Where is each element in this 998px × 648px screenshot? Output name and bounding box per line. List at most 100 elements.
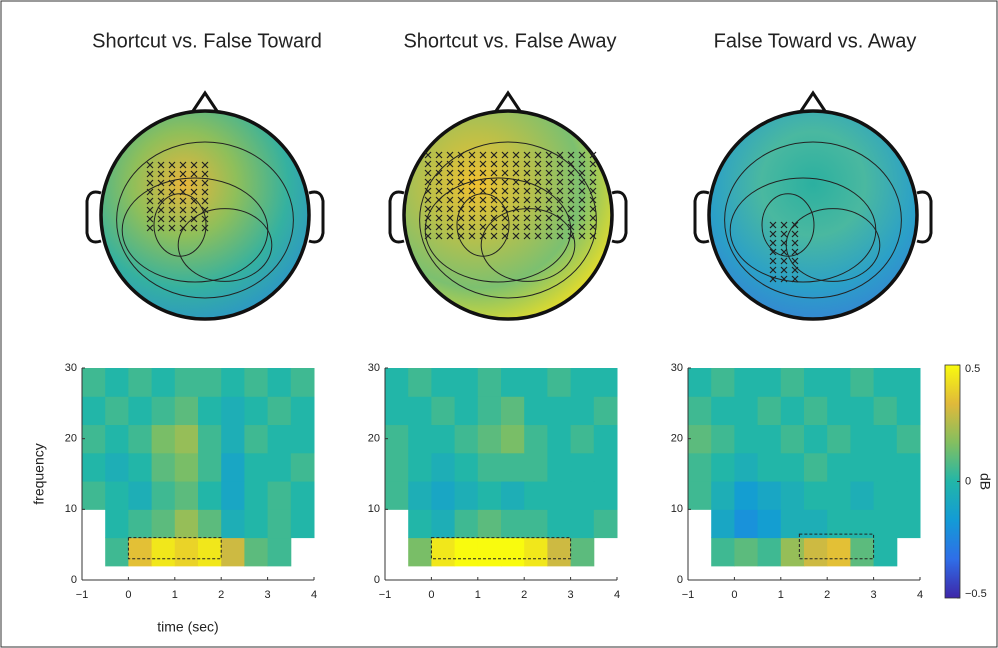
heat-cell: [896, 424, 921, 454]
electrode-mark: [578, 169, 586, 177]
electrode-mark: [523, 232, 531, 240]
electrode-mark: [512, 151, 520, 159]
x-tick-label: 4: [614, 589, 620, 601]
heat-cell: [827, 509, 851, 539]
electrode-mark: [534, 160, 542, 168]
electrode-mark: [791, 230, 799, 238]
heat-cell: [757, 452, 782, 482]
electrode-mark: [556, 223, 564, 231]
contour: [153, 193, 207, 257]
heat-cell: [780, 509, 805, 539]
heat-cell: [547, 368, 572, 397]
colorbar-tick-label: 0.5: [965, 363, 980, 375]
heat-cell: [757, 509, 782, 539]
heat-cell: [431, 481, 456, 510]
heat-cell: [198, 452, 222, 482]
heat-cell: [780, 396, 805, 426]
y-tick-label: 30: [65, 362, 77, 374]
heat-cell: [547, 537, 572, 567]
electrode-mark: [556, 187, 564, 195]
electrode-mark: [190, 197, 198, 205]
electrode-mark: [769, 230, 777, 238]
electrode-mark: [424, 223, 432, 231]
electrode-mark: [457, 205, 465, 213]
heat-cell: [524, 396, 548, 426]
heat-cell: [128, 424, 153, 454]
heat-cell: [151, 396, 176, 426]
electrode-mark: [468, 178, 476, 186]
ear: [85, 190, 102, 244]
electrode-mark: [490, 169, 498, 177]
electrode-mark: [545, 232, 553, 240]
electrode-mark: [578, 187, 586, 195]
electrode-mark: [589, 232, 597, 240]
heat-cell: [151, 537, 176, 567]
heat-cell: [804, 481, 828, 510]
nose: [797, 90, 829, 115]
electrode-mark: [556, 214, 564, 222]
colorbar-tick-label: 0: [965, 475, 971, 487]
electrode-mark: [780, 257, 788, 265]
electrode-mark: [490, 151, 498, 159]
electrode-mark: [168, 188, 176, 196]
electrode-mark: [424, 196, 432, 204]
heat-cell: [570, 481, 595, 510]
electrode-mark: [545, 214, 553, 222]
electrode-mark: [545, 205, 553, 213]
electrode-mark: [468, 160, 476, 168]
electrode-mark: [146, 206, 154, 214]
heat-cell: [244, 396, 269, 426]
heat-cell: [408, 396, 432, 426]
electrode-mark: [556, 151, 564, 159]
electrode-mark: [457, 187, 465, 195]
heat-cell: [151, 368, 176, 397]
electrode-mark: [179, 179, 187, 187]
contour: [724, 141, 902, 299]
x-tick-label: −1: [76, 589, 89, 601]
heat-cell: [873, 509, 898, 539]
electrode-mark: [490, 160, 498, 168]
electrode-mark: [589, 205, 597, 213]
heat-cell: [711, 509, 735, 539]
heat-cell: [477, 424, 502, 454]
heat-cell: [850, 452, 875, 482]
electrode-mark: [190, 170, 198, 178]
heat-cell: [105, 368, 129, 397]
electrode-mark: [523, 214, 531, 222]
electrode-mark: [190, 161, 198, 169]
electrode-mark: [446, 214, 454, 222]
electrode-mark: [501, 214, 509, 222]
x-tick-label: 1: [778, 589, 784, 601]
heat-cell: [570, 424, 595, 454]
heat-cell: [128, 368, 153, 397]
electrode-mark: [578, 178, 586, 186]
heat-cell: [570, 368, 595, 397]
electrode-mark: [179, 206, 187, 214]
heat-cell: [804, 424, 828, 454]
heat-cell: [734, 368, 759, 397]
heat-cell: [688, 368, 712, 397]
heat-cell: [850, 368, 875, 397]
heat-cell: [501, 509, 525, 539]
y-tick-label: 0: [677, 574, 683, 586]
electrode-mark: [512, 223, 520, 231]
electrode-mark: [168, 224, 176, 232]
heat-cell: [128, 452, 153, 482]
electrode-mark: [168, 161, 176, 169]
electrode-mark: [157, 224, 165, 232]
heat-cell: [151, 424, 176, 454]
heat-cell: [501, 424, 525, 454]
electrode-mark: [512, 196, 520, 204]
electrode-mark: [534, 214, 542, 222]
heat-cell: [734, 509, 759, 539]
heat-cell: [408, 481, 432, 510]
heat-cell: [524, 509, 548, 539]
electrode-mark: [479, 178, 487, 186]
electrode-mark: [567, 187, 575, 195]
electrode-mark: [146, 197, 154, 205]
electrode-mark: [435, 196, 443, 204]
electrode-mark: [157, 170, 165, 178]
electrode-mark: [791, 248, 799, 256]
y-tick-label: 10: [671, 503, 683, 515]
electrode-mark: [168, 206, 176, 214]
